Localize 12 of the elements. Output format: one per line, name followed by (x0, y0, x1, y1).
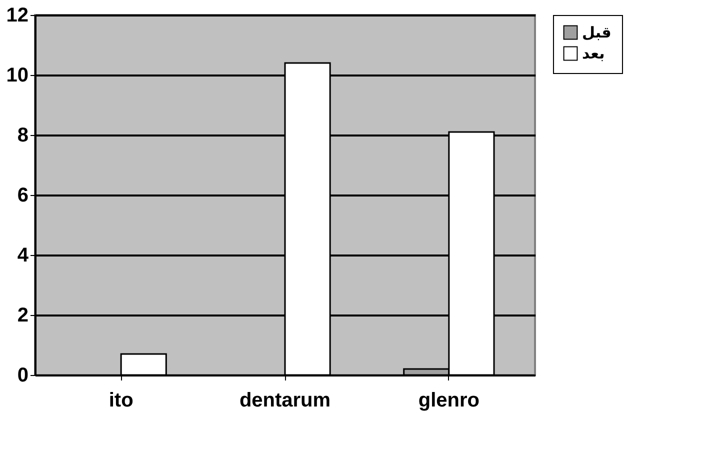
y-tick-label: 0 (17, 364, 28, 386)
y-tick-label: 8 (17, 124, 28, 146)
y-tick-label: 4 (17, 244, 30, 266)
legend-label: بعد (582, 44, 605, 62)
x-tick-label: ito (108, 390, 134, 412)
y-tick-label: 12 (6, 4, 28, 26)
legend-label: قبل (582, 24, 612, 42)
x-tick-label: glenro (418, 390, 480, 412)
y-tick-label: 2 (17, 304, 28, 326)
y-tick-label: 10 (6, 64, 28, 86)
x-tick-label: dentarum (239, 390, 331, 412)
y-tick-label: 6 (17, 184, 28, 206)
